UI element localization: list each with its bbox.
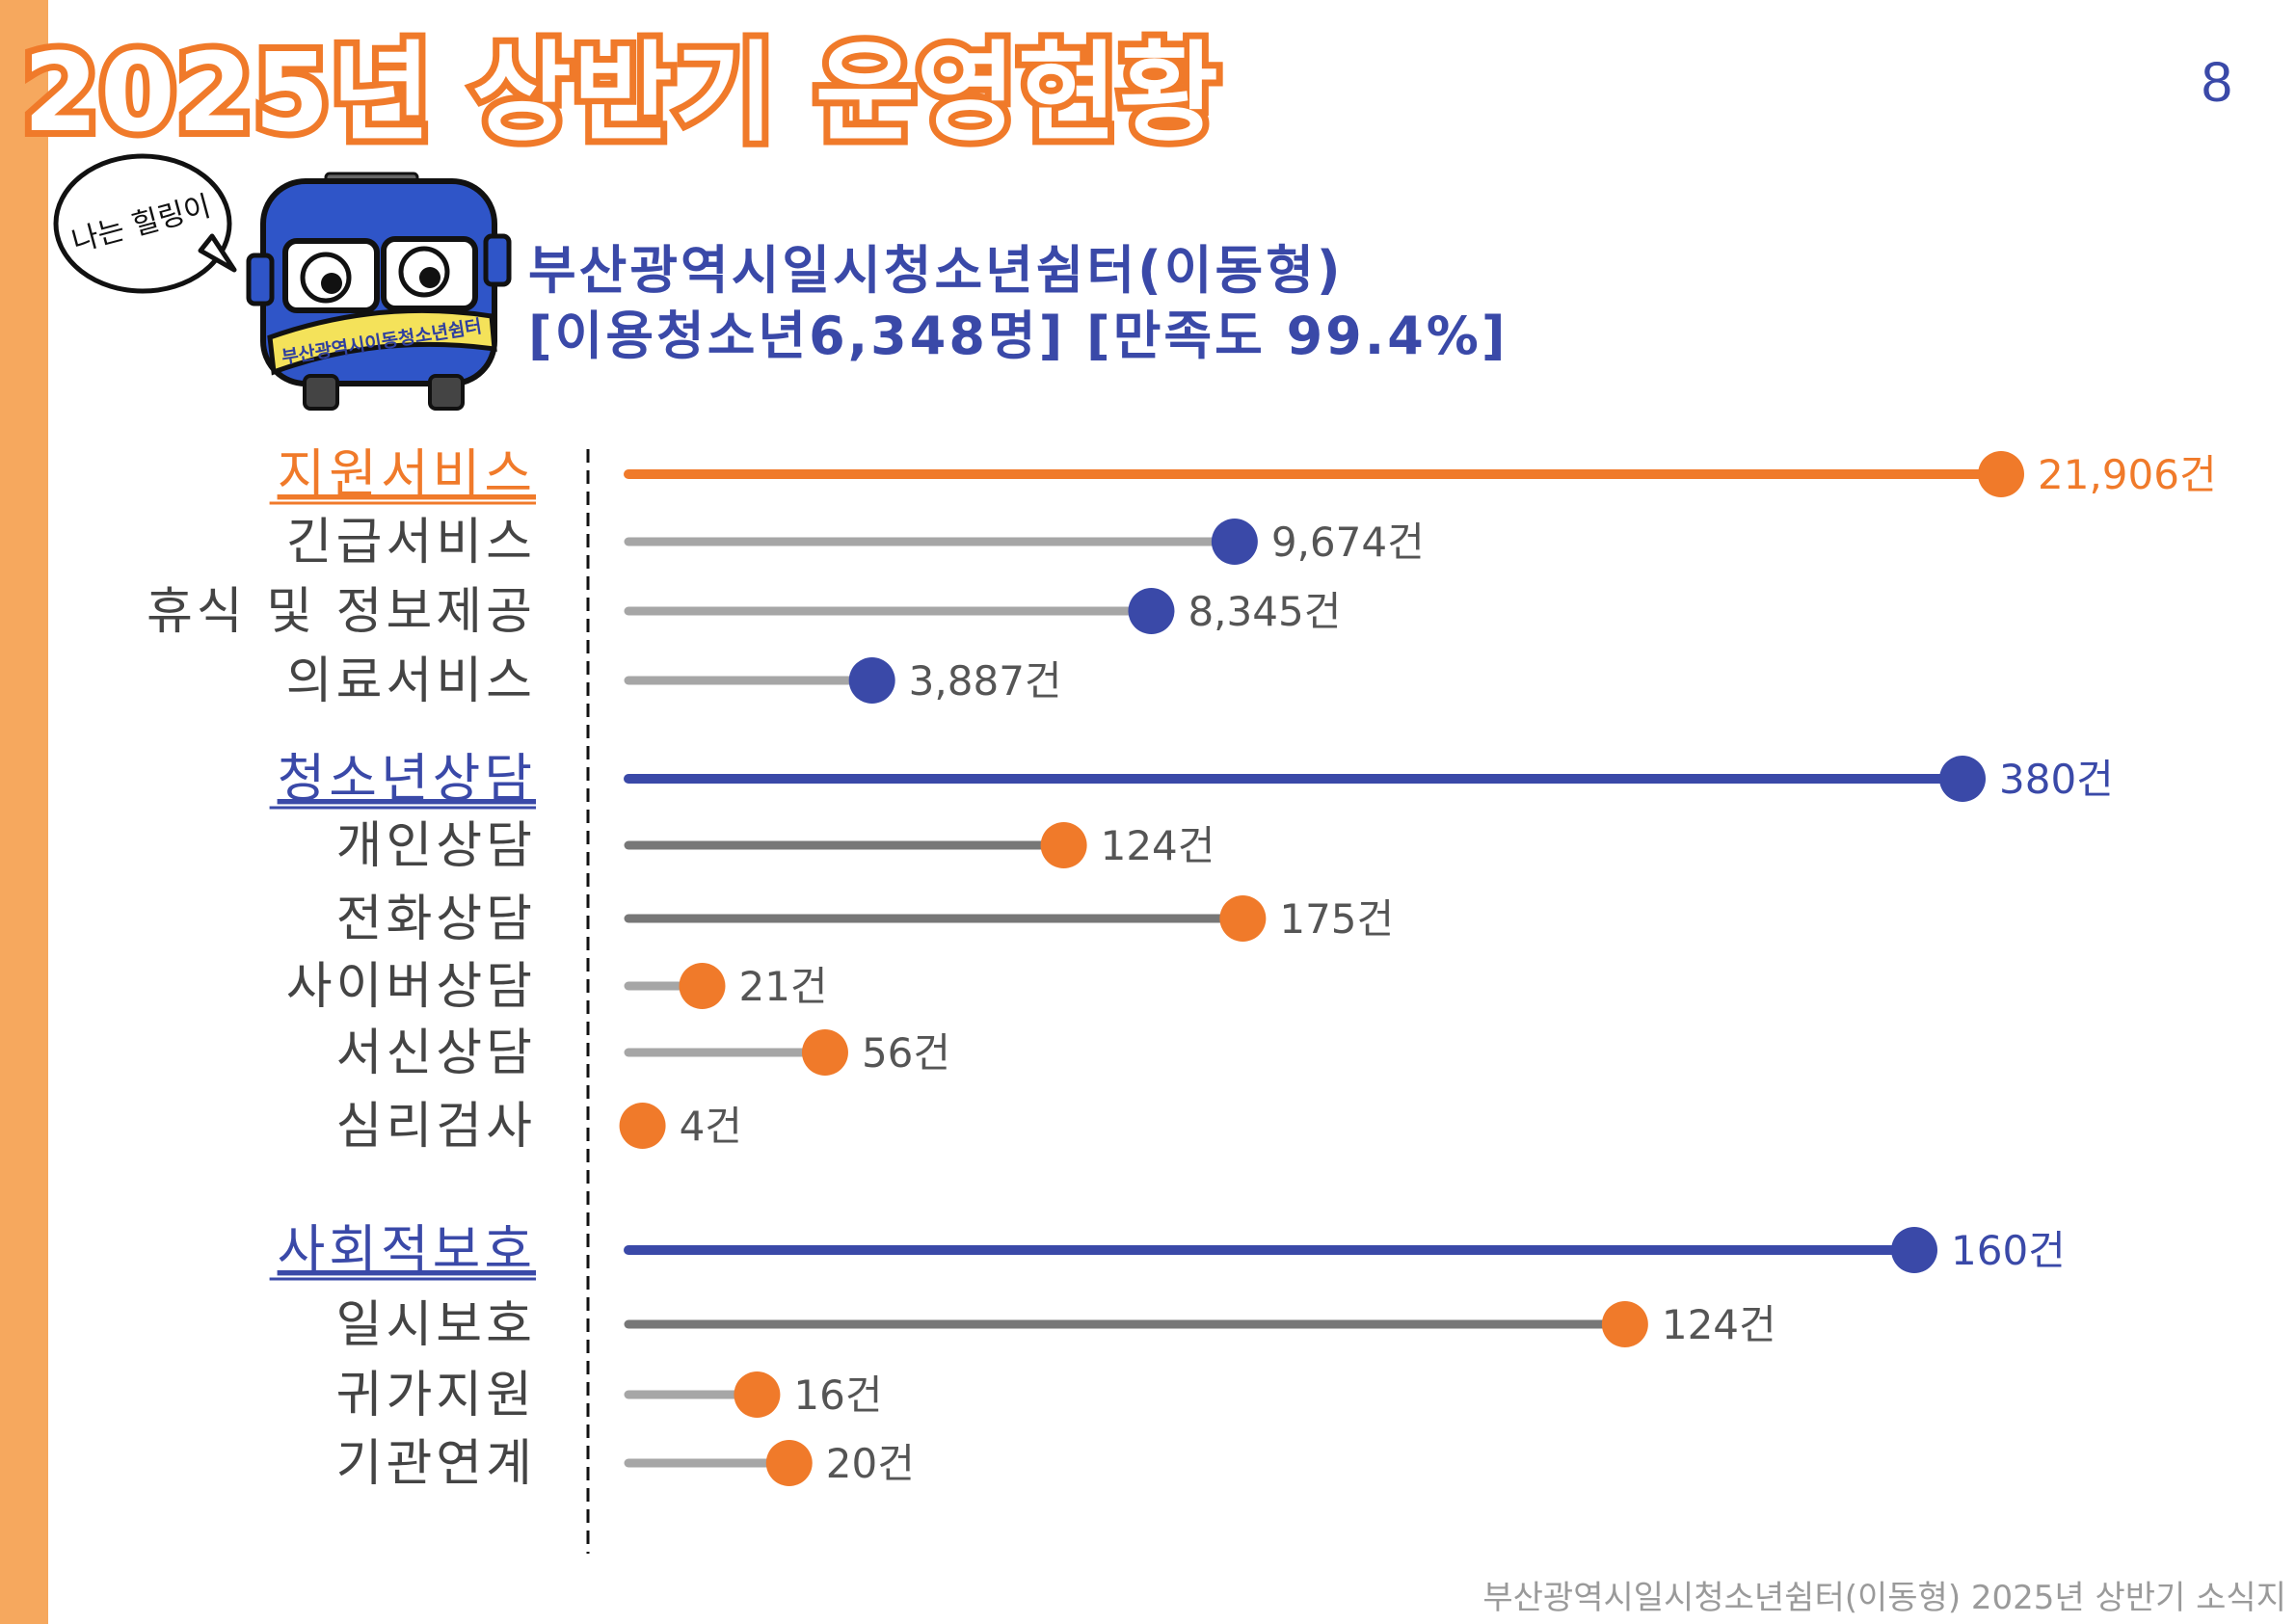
item-value-label: 9,674건 [1271, 519, 1425, 566]
side-accent-bar [0, 0, 48, 1624]
item-label: 휴식 및 정보제공 [147, 583, 536, 641]
item-value-label: 4건 [680, 1103, 742, 1150]
item-label: 심리검사 [336, 1098, 536, 1156]
group-label-2: 사회적보호 [278, 1219, 536, 1280]
speech-bubble [53, 153, 232, 294]
group-value-label-1: 380건 [1999, 756, 2114, 803]
group-value-label-0: 21,906건 [2038, 451, 2217, 498]
item-dot [1040, 822, 1087, 868]
item-value-label: 124건 [1101, 822, 1215, 869]
item-dot [1219, 895, 1267, 942]
heading-shelter-name: 부산광역시일시청소년쉼터(이동형) [528, 240, 1344, 301]
item-dot [765, 1440, 813, 1486]
page-title: 2025년 상반기 운영현황 [16, 24, 1225, 163]
item-value-label: 21건 [738, 963, 827, 1010]
item-dot [734, 1371, 781, 1418]
heading-usage-satisfaction: [이용청소년6,348명] [만족도 99.4%] [528, 306, 1508, 366]
item-value-label: 3,887건 [909, 657, 1062, 705]
item-value-label: 124건 [1662, 1301, 1776, 1348]
item-dot [619, 1103, 666, 1149]
item-label: 귀가지원 [336, 1367, 536, 1424]
footer-text: 부산광역시일시청소년쉼터(이동형) 2025년 상반기 소식지 [1482, 1579, 2286, 1617]
group-dot-1 [1939, 756, 1986, 802]
item-value-label: 16건 [793, 1371, 882, 1419]
item-label: 서신상담 [336, 1025, 536, 1082]
group-label-1: 청소년상담 [278, 748, 536, 809]
group-dot-2 [1891, 1227, 1937, 1273]
item-dot [679, 963, 726, 1009]
item-label: 개인상담 [336, 817, 536, 875]
item-label: 기관연계 [336, 1435, 536, 1493]
group-label-0: 지원서비스 [278, 443, 536, 504]
mascot-bus-illustration: 나는 힐링이 부산광역시이동청소년쉼터 [53, 153, 512, 411]
item-label: 의료서비스 [286, 652, 536, 710]
item-label: 사이버상담 [286, 958, 536, 1016]
item-value-label: 20건 [826, 1440, 915, 1487]
item-label: 전화상담 [336, 891, 536, 948]
item-dot [1601, 1301, 1648, 1347]
item-value-label: 8,345건 [1188, 588, 1341, 635]
group-value-label-2: 160건 [1951, 1227, 2066, 1274]
item-dot [1128, 588, 1175, 634]
item-label: 긴급서비스 [286, 514, 536, 572]
page-number: 8 [2201, 51, 2232, 114]
item-label: 일시보호 [336, 1296, 536, 1354]
item-value-label: 56건 [862, 1029, 950, 1077]
group-dot-0 [1978, 451, 2024, 497]
item-dot [1211, 519, 1258, 565]
item-value-label: 175건 [1279, 895, 1394, 943]
item-dot [801, 1029, 848, 1076]
item-dot [848, 657, 895, 704]
